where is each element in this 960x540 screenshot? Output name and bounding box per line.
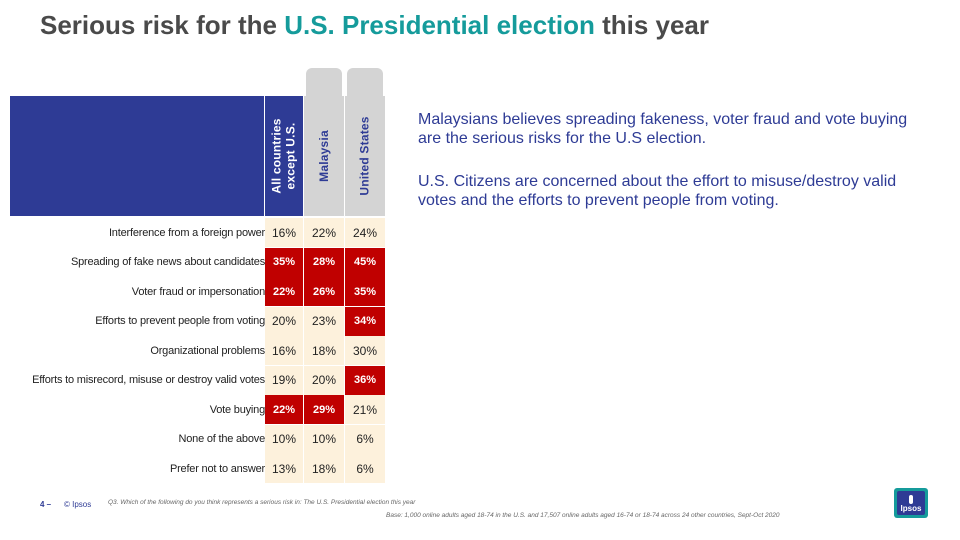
title-prefix: Serious risk for the [40,10,285,40]
table-row: Organizational problems 16% 18% 30% [10,336,386,365]
table-header-block [10,96,264,216]
table-cell: 6% [345,424,385,454]
table-cell: 36% [345,365,385,395]
table-cell: 19% [265,365,303,395]
question-note: Q3. Which of the following do you think … [108,499,416,506]
title-suffix: this year [594,10,710,40]
column-header-label: Malaysia [317,130,332,182]
column-header-united-states: United States [345,96,385,216]
table-cell: 24% [345,218,385,247]
table-cell: 20% [304,365,344,395]
table-cell: 22% [304,218,344,247]
table-cell: 10% [265,424,303,454]
table-cell: 22% [265,277,303,306]
table-cell: 34% [345,306,385,336]
row-label: Organizational problems [150,344,265,357]
table-cell: 30% [345,336,385,365]
table-cell: 18% [304,336,344,365]
column-tab-united-states [347,68,383,98]
row-label: None of the above [178,433,265,445]
table-cell: 13% [265,454,303,483]
title-highlight: U.S. Presidential election [284,10,595,40]
table-cell: 45% [345,247,385,277]
table-cell: 10% [304,424,344,454]
table-row: Prefer not to answer 13% 18% 6% [10,454,386,483]
column-tab-malaysia [306,68,342,98]
table-row: Vote buying 22% 29% 21% [10,395,386,424]
table-cell: 35% [345,277,385,306]
table-cell: 16% [265,336,303,365]
row-label: Vote buying [209,403,265,416]
copyright: © Ipsos [64,500,92,509]
page-number: 4 – [40,500,52,509]
table-cell: 6% [345,454,385,483]
note-us: U.S. Citizens are concerned about the ef… [418,173,897,209]
column-header-malaysia: Malaysia [304,96,344,216]
table-row: Efforts to misrecord, misuse or destroy … [10,365,386,395]
table-cell: 22% [265,395,303,424]
column-header-line2: except U.S. [284,122,298,190]
table-cell: 23% [304,306,344,336]
table-cell: 18% [304,454,344,483]
note-malaysia: Malaysians believes spreading fakeness, … [418,111,908,147]
table-cell: 16% [265,218,303,247]
table-cell: 28% [304,247,344,277]
table-cell: 21% [345,395,385,424]
logo-text: Ipsos [900,504,922,513]
column-header-label: United States [358,116,373,196]
table-row: None of the above 10% 10% 6% [10,424,386,454]
page-title: Serious risk for the U.S. Presidential e… [40,10,709,41]
table-cell: 26% [304,277,344,306]
row-label: Prefer not to answer [169,462,265,475]
table-row: Interference from a foreign power 16% 22% 2… [10,218,386,247]
column-header-line1: All countries [270,118,284,194]
row-label: Spreading of fake news about candidates [70,256,265,268]
table-cell: 20% [265,306,303,336]
row-label: Voter fraud or impersonation [131,285,265,298]
ipsos-logo: Ipsos [894,488,928,518]
row-label: Interference from a foreign power [108,226,265,239]
base-note: Base: 1,000 online adults aged 18-74 in … [386,512,780,519]
table-row: Voter fraud or impersonation 22% 26% 35% [10,277,386,306]
table-cell: 29% [304,395,344,424]
table-cell: 35% [265,247,303,277]
row-label: Efforts to prevent people from voting [95,315,265,327]
column-header-all-countries: All countries except U.S. [265,96,303,216]
table-row: Spreading of fake news about candidates 3… [10,247,386,277]
row-label: Efforts to misrecord, misuse or destroy … [32,374,265,386]
table-row: Efforts to prevent people from voting 20%… [10,306,386,336]
